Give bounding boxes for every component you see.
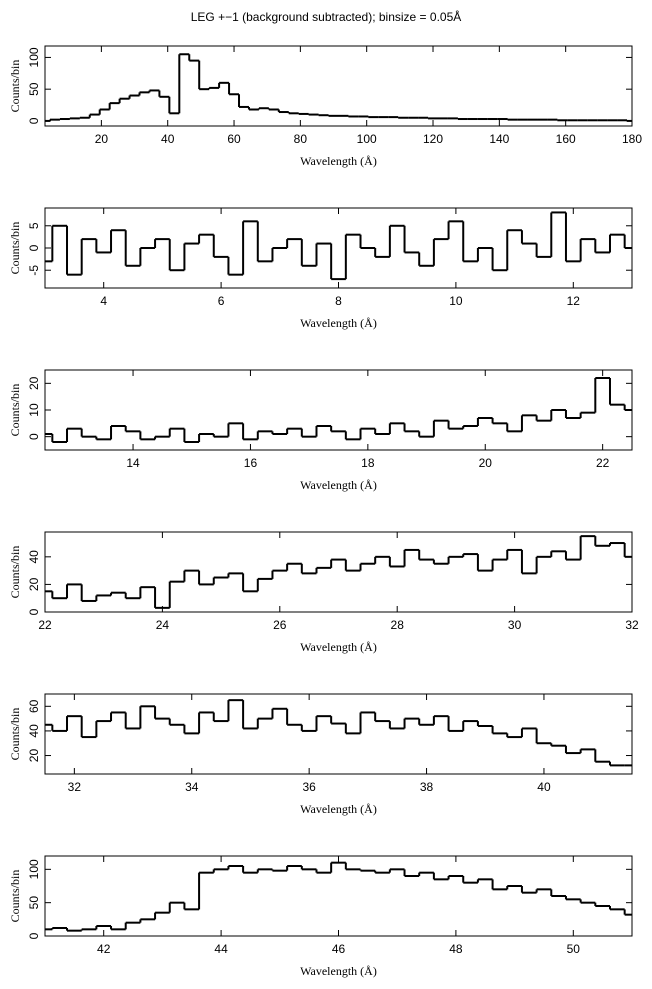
step-risers	[51, 536, 626, 608]
panel: 14 16 18 20 22 0 10 20 Wavelength (Å) Counts/bin	[8, 369, 633, 492]
step-risers	[48, 54, 629, 121]
plot-frame	[44, 45, 633, 127]
x-tick-label: 30	[508, 618, 522, 632]
x-tick-label: 38	[420, 780, 434, 794]
x-tick-label: 6	[218, 294, 225, 308]
x-tick-label: 18	[361, 456, 375, 470]
y-tick-label: 0	[27, 244, 41, 251]
x-tick-label: 160	[556, 132, 576, 146]
x-tick-label: 60	[227, 132, 241, 146]
y-axis-label: Counts/bin	[8, 870, 22, 923]
x-axis-label: Wavelength (Å)	[300, 802, 377, 816]
y-tick-label: 60	[27, 699, 41, 713]
y-tick-label: 50	[27, 896, 41, 910]
y-axis-label: Counts/bin	[8, 546, 22, 599]
x-tick-label: 40	[161, 132, 175, 146]
x-tick-label: 46	[332, 942, 346, 956]
plot-frame	[44, 855, 633, 937]
plot-frame	[44, 693, 633, 775]
x-tick-label: 20	[479, 456, 493, 470]
y-tick-label: 20	[27, 577, 41, 591]
y-axis-label: Counts/bin	[8, 60, 22, 113]
y-tick-label: 40	[27, 724, 41, 738]
panel: 4 6 8 10 12 -5 0 5 Wavelength (Å) Counts/bin	[8, 207, 633, 330]
x-tick-label: 80	[294, 132, 308, 146]
x-tick-label: 180	[622, 132, 642, 146]
x-axis-label: Wavelength (Å)	[300, 964, 377, 978]
panel: 32 34 36 38 40 20 40 60 Wavelength (Å) Counts/bin	[8, 693, 633, 816]
x-tick-label: 40	[537, 780, 551, 794]
x-tick-label: 100	[357, 132, 377, 146]
x-tick-label: 22	[596, 456, 610, 470]
y-tick-label: 20	[27, 376, 41, 390]
y-tick-label: 40	[27, 550, 41, 564]
panel: 22 24 26 28 30 32 0 20 40 Wavelength (Å) Counts/bi…	[8, 531, 639, 654]
x-tick-label: 28	[391, 618, 405, 632]
x-tick-label: 10	[449, 294, 463, 308]
x-tick-label: 50	[567, 942, 581, 956]
y-tick-label: 0	[27, 117, 41, 124]
x-tick-label: 14	[126, 456, 140, 470]
x-tick-label: 12	[567, 294, 581, 308]
x-tick-label: 44	[214, 942, 228, 956]
x-tick-label: 42	[97, 942, 111, 956]
x-tick-label: 8	[335, 294, 342, 308]
y-axis-label: Counts/bin	[8, 384, 22, 437]
x-tick-label: 48	[449, 942, 463, 956]
x-tick-label: 120	[423, 132, 443, 146]
figure-title: LEG +−1 (background subtracted); binsize…	[191, 9, 462, 24]
y-tick-label: 0	[27, 433, 41, 440]
step-risers	[51, 212, 626, 280]
y-tick-label: 50	[27, 82, 41, 96]
y-tick-label: 0	[27, 932, 41, 939]
x-tick-label: 20	[95, 132, 109, 146]
x-axis-label: Wavelength (Å)	[300, 478, 377, 492]
x-axis-label: Wavelength (Å)	[300, 154, 377, 168]
x-tick-label: 26	[273, 618, 287, 632]
x-tick-label: 36	[302, 780, 316, 794]
y-tick-label: 20	[27, 749, 41, 763]
x-tick-label: 32	[625, 618, 639, 632]
y-tick-label: 100	[27, 47, 41, 67]
y-tick-label: 100	[27, 859, 41, 879]
x-tick-label: 32	[68, 780, 82, 794]
step-risers	[51, 378, 626, 442]
x-tick-label: 16	[244, 456, 258, 470]
x-tick-label: 24	[156, 618, 170, 632]
y-tick-label: 10	[27, 403, 41, 417]
x-axis-label: Wavelength (Å)	[300, 316, 377, 330]
x-tick-label: 34	[185, 780, 199, 794]
y-tick-label: -5	[27, 265, 41, 276]
y-tick-label: 0	[27, 608, 41, 615]
step-risers	[51, 862, 626, 931]
x-tick-label: 22	[38, 618, 52, 632]
y-tick-label: 5	[27, 222, 41, 229]
panel: 20 40 60 80 100 120 140 160 180 0 50 100 Wavelength …	[8, 45, 642, 168]
x-axis-label: Wavelength (Å)	[300, 640, 377, 654]
plot-frame	[44, 207, 633, 289]
plot-frame	[44, 369, 633, 451]
panel: 42 44 46 48 50 0 50 100 Wavelength (Å) Counts/bin	[8, 855, 633, 978]
x-tick-label: 140	[489, 132, 509, 146]
plot-frame	[44, 531, 633, 613]
x-tick-label: 4	[100, 294, 107, 308]
y-axis-label: Counts/bin	[8, 222, 22, 275]
y-axis-label: Counts/bin	[8, 708, 22, 761]
step-risers	[51, 700, 611, 766]
